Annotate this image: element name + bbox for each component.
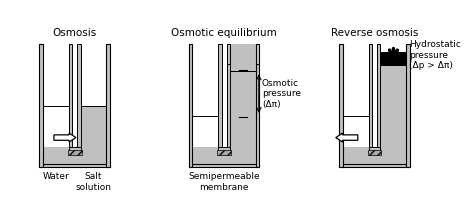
Bar [227, 44, 230, 64]
Text: Water: Water [43, 172, 69, 181]
Bar [381, 52, 406, 66]
Bar [69, 44, 72, 147]
Bar [219, 147, 230, 151]
Bar [69, 147, 81, 151]
Bar [369, 147, 381, 151]
Bar [217, 150, 231, 155]
Bar [219, 44, 222, 147]
Text: Semipermeable
membrane: Semipermeable membrane [188, 172, 260, 192]
Bar [256, 44, 259, 167]
Bar [369, 147, 381, 151]
Bar [377, 44, 381, 147]
Bar [372, 44, 377, 147]
Text: Osmosis: Osmosis [53, 28, 97, 38]
Bar [227, 44, 230, 147]
Bar [339, 164, 410, 167]
Bar [107, 44, 110, 167]
Text: Osmotic
pressure
(Δπ): Osmotic pressure (Δπ) [262, 79, 301, 109]
Bar [77, 44, 81, 147]
Text: Osmotic equilibrium: Osmotic equilibrium [171, 28, 277, 38]
Bar [369, 44, 372, 147]
Bar [69, 147, 81, 151]
Bar [381, 44, 406, 52]
FancyArrow shape [54, 133, 76, 142]
Bar [406, 44, 410, 167]
Bar [192, 44, 219, 147]
Bar [189, 164, 259, 167]
Bar [81, 106, 107, 147]
Bar [339, 44, 410, 167]
Bar [81, 44, 107, 106]
Bar [230, 44, 256, 71]
Bar [343, 44, 369, 147]
Bar [219, 147, 230, 151]
FancyArrow shape [336, 133, 358, 142]
Bar [39, 44, 43, 167]
Bar [381, 66, 406, 147]
Bar [368, 150, 382, 155]
Bar [189, 44, 259, 167]
Bar [77, 44, 81, 147]
Text: Hydrostatic
pressure
(Δp > Δπ): Hydrostatic pressure (Δp > Δπ) [410, 40, 461, 70]
Bar [230, 44, 256, 71]
Bar [39, 164, 110, 167]
Bar [68, 150, 82, 155]
Bar [222, 44, 227, 147]
Bar [230, 71, 256, 147]
Bar [39, 44, 110, 167]
Bar [43, 44, 69, 147]
Bar [377, 44, 381, 147]
Bar [339, 44, 343, 167]
Bar [69, 44, 72, 147]
Text: Reverse osmosis: Reverse osmosis [331, 28, 419, 38]
Bar [219, 44, 222, 147]
Bar [369, 44, 372, 147]
Bar [189, 44, 192, 167]
Text: Salt
solution: Salt solution [75, 172, 111, 192]
Bar [227, 44, 230, 147]
Bar [72, 44, 77, 147]
Bar [256, 44, 259, 64]
